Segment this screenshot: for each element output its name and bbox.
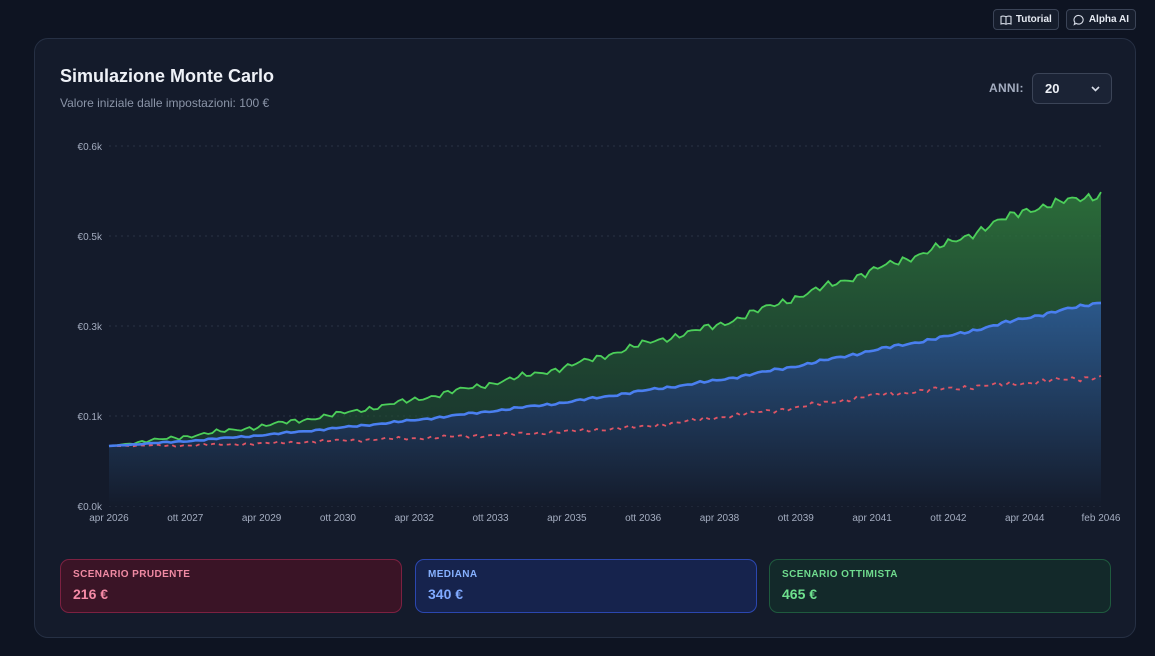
median-card: MEDIANA 340 € (415, 559, 757, 613)
x-tick-label: apr 2032 (394, 513, 434, 524)
x-tick-label: apr 2035 (547, 513, 587, 524)
median-label: MEDIANA (428, 569, 744, 580)
x-tick-label: apr 2038 (700, 513, 740, 524)
optimistic-scenario-label: SCENARIO OTTIMISTA (782, 569, 1098, 580)
book-icon (1000, 14, 1012, 26)
chat-bubble-icon (1073, 14, 1085, 26)
monte-carlo-chart: €0.0k €0.1k €0.3k €0.5k €0.6k apr 2026 ott 202… (35, 39, 1135, 539)
y-tick-label: €0.3k (78, 322, 103, 333)
prudent-scenario-label: SCENARIO PRUDENTE (73, 569, 389, 580)
x-tick-label: apr 2026 (89, 513, 129, 524)
x-tick-label: ott 2039 (778, 513, 815, 524)
x-tick-label: ott 2036 (625, 513, 662, 524)
top-actions: Tutorial Alpha AI (993, 9, 1136, 30)
y-tick-label: €0.0k (78, 502, 103, 513)
x-tick-label: ott 2027 (167, 513, 204, 524)
median-value: 340 € (428, 586, 744, 602)
prudent-scenario-value: 216 € (73, 586, 389, 602)
x-tick-label: feb 2046 (1082, 513, 1121, 524)
y-tick-label: €0.5k (78, 232, 103, 243)
monte-carlo-card: Simulazione Monte Carlo Valore iniziale … (34, 38, 1136, 638)
y-tick-label: €0.1k (78, 412, 103, 423)
tutorial-label: Tutorial (1016, 14, 1052, 25)
optimistic-scenario-value: 465 € (782, 586, 1098, 602)
alpha-ai-button[interactable]: Alpha AI (1066, 9, 1136, 30)
x-tick-label: apr 2029 (242, 513, 282, 524)
x-tick-label: ott 2042 (930, 513, 967, 524)
x-tick-label: ott 2033 (472, 513, 509, 524)
x-tick-label: ott 2030 (320, 513, 357, 524)
tutorial-button[interactable]: Tutorial (993, 9, 1059, 30)
x-tick-label: apr 2044 (1005, 513, 1045, 524)
optimistic-scenario-card: SCENARIO OTTIMISTA 465 € (769, 559, 1111, 613)
y-tick-label: €0.6k (78, 142, 103, 153)
prudent-scenario-card: SCENARIO PRUDENTE 216 € (60, 559, 402, 613)
alpha-ai-label: Alpha AI (1089, 14, 1129, 25)
x-tick-label: apr 2041 (852, 513, 892, 524)
